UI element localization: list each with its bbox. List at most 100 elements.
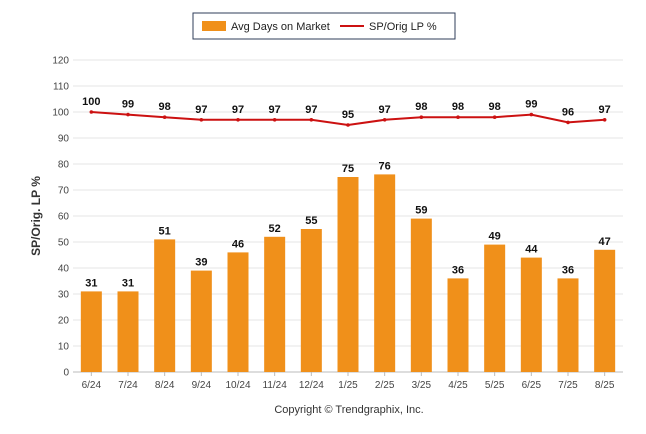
y-axis-ticks: 0 10 20 30 40 50 60 70 80 90 100 110 120 <box>52 56 69 379</box>
line-data-label: 98 <box>452 101 464 113</box>
bar <box>117 291 139 372</box>
line-point <box>89 110 94 114</box>
line-data-label: 97 <box>379 104 391 116</box>
bar-data-label: 52 <box>269 223 281 235</box>
legend-bar-swatch <box>202 21 226 31</box>
x-tick-label: 5/25 <box>485 380 505 391</box>
line-point <box>162 115 167 119</box>
bar-data-label: 75 <box>342 163 354 175</box>
y-tick-label: 0 <box>63 368 69 379</box>
x-tick-label: 4/25 <box>448 380 468 391</box>
bar-data-label: 31 <box>85 277 97 289</box>
line-point <box>566 120 570 125</box>
x-tick-label: 8/24 <box>155 380 175 391</box>
legend-box <box>192 12 456 40</box>
bar-data-label: 47 <box>599 236 611 248</box>
y-tick-label: 50 <box>58 238 70 249</box>
bar <box>374 174 396 372</box>
y-tick-label: 60 <box>58 212 70 223</box>
line-data-label: 99 <box>525 99 537 111</box>
bar-data-label: 55 <box>305 215 317 227</box>
x-tick-label: 7/25 <box>558 380 578 391</box>
bar <box>300 229 322 372</box>
line-point <box>602 118 607 122</box>
x-tick-label: 12/24 <box>299 380 324 391</box>
y-tick-label: 100 <box>52 108 69 119</box>
legend-line-label: SP/Orig LP % <box>369 21 437 33</box>
y-tick-label: 90 <box>58 134 70 145</box>
line-data-label: 97 <box>232 104 244 116</box>
x-tick-label: 7/24 <box>118 380 138 391</box>
x-tick-label: 11/24 <box>263 380 288 391</box>
line-data-label: 98 <box>415 101 427 113</box>
line-series: 100 99 98 97 97 97 97 95 97 98 98 98 99 96 97 <box>82 96 611 127</box>
bar-data-label: 76 <box>379 160 391 172</box>
bar <box>337 177 359 372</box>
line-point <box>529 112 534 117</box>
bar-series: 31 31 51 39 46 52 55 75 76 59 36 49 44 36 47 <box>80 160 616 372</box>
y-axis-label: SP/Orig. LP % <box>29 176 43 256</box>
legend: Avg Days on Market SP/Orig LP % <box>192 12 456 40</box>
bar <box>594 249 616 372</box>
x-tick-label: 10/24 <box>225 380 250 391</box>
y-tick-label: 120 <box>52 56 69 67</box>
x-tick-label: 8/25 <box>595 380 615 391</box>
line-data-label: 95 <box>342 109 354 121</box>
line-data-label: 97 <box>599 104 611 116</box>
y-tick-label: 30 <box>58 290 70 301</box>
x-tick-label: 2/25 <box>375 380 395 391</box>
copyright-footer: Copyright © Trendgraphix, Inc. <box>274 404 423 416</box>
bar-data-label: 51 <box>159 225 171 237</box>
line-point <box>272 118 277 122</box>
line-point <box>492 115 497 119</box>
line-point <box>382 118 387 122</box>
line-data-label: 99 <box>122 99 134 111</box>
bar <box>154 239 176 372</box>
line-data-label: 98 <box>159 101 171 113</box>
x-tick-label: 1/25 <box>338 380 358 391</box>
bar <box>410 218 432 372</box>
x-tick-label: 9/24 <box>192 380 212 391</box>
bar-data-label: 39 <box>195 257 207 269</box>
line-point <box>346 123 350 127</box>
x-axis-ticks: 6/24 7/24 8/24 9/24 10/24 11/24 12/24 1/25 2/25 3… <box>82 372 615 391</box>
bar-data-label: 46 <box>232 238 244 250</box>
bar <box>520 257 542 372</box>
bar <box>484 244 506 372</box>
bar-data-label: 59 <box>415 205 427 217</box>
line-data-label: 97 <box>269 104 281 116</box>
x-tick-label: 3/25 <box>412 380 432 391</box>
bar-data-label: 49 <box>489 231 501 243</box>
y-tick-label: 40 <box>58 264 70 275</box>
x-tick-label: 6/25 <box>522 380 542 391</box>
line-point <box>456 115 460 119</box>
bar-data-label: 31 <box>122 277 134 289</box>
bar-data-label: 44 <box>525 244 538 256</box>
bar-data-label: 36 <box>452 264 464 276</box>
bar <box>227 252 249 372</box>
legend-bar-label: Avg Days on Market <box>231 21 330 33</box>
y-tick-label: 20 <box>58 316 70 327</box>
line-data-label: 96 <box>562 106 574 118</box>
line-point <box>236 118 240 122</box>
y-tick-label: 10 <box>58 342 70 353</box>
y-tick-label: 110 <box>53 82 69 93</box>
line-data-label: 100 <box>82 96 100 108</box>
x-tick-label: 6/24 <box>82 380 102 391</box>
line-point <box>126 112 130 117</box>
line-point <box>419 115 424 119</box>
line-data-label: 97 <box>305 104 317 116</box>
bar <box>557 278 579 372</box>
line-data-label: 98 <box>489 101 501 113</box>
line-point <box>199 118 204 122</box>
y-tick-label: 70 <box>58 186 70 197</box>
bar <box>447 278 469 372</box>
bar <box>80 291 102 372</box>
bar <box>190 270 212 372</box>
line-data-label: 97 <box>195 104 207 116</box>
y-tick-label: 80 <box>58 160 70 171</box>
bar-data-label: 36 <box>562 264 574 276</box>
line-point <box>309 118 314 122</box>
